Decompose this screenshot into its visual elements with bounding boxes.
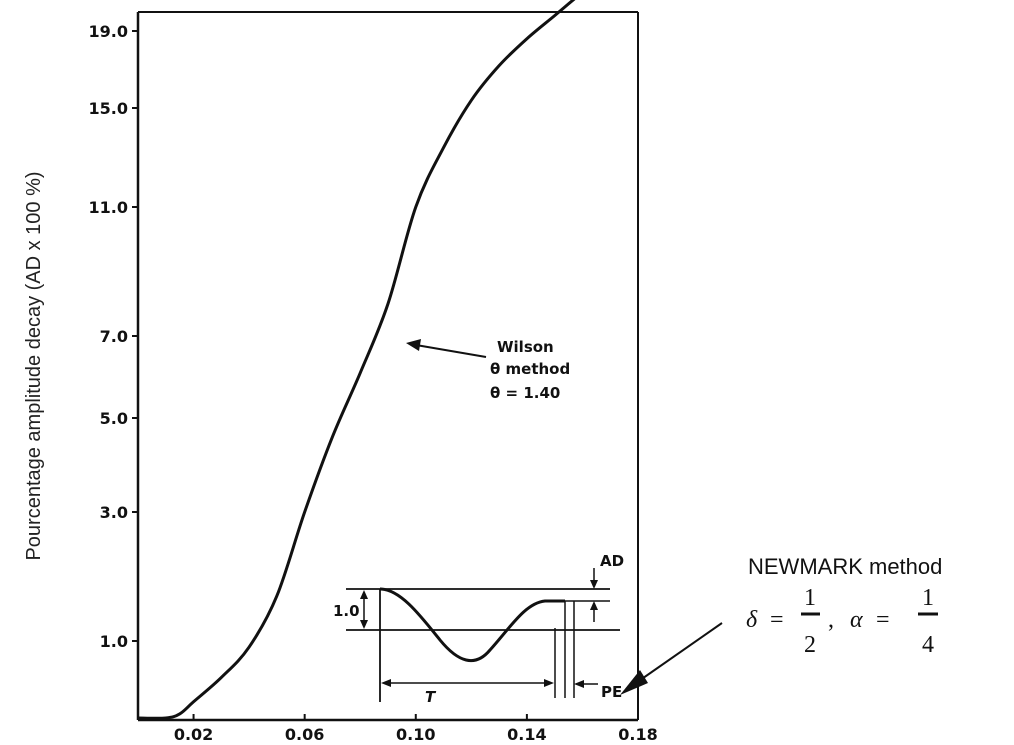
period-arrow-left <box>381 679 391 687</box>
period-arrow-right <box>544 679 554 687</box>
x-tick-label: 0.18 <box>618 725 657 744</box>
plot-frame <box>136 11 639 722</box>
delta-equals: = <box>770 607 784 633</box>
x-ticks: 0.02 0.06 0.10 0.14 0.18 <box>174 714 658 744</box>
wilson-label: Wilson <box>497 338 554 356</box>
newmark-arrow-line <box>635 622 723 684</box>
y-ticks: 1.0 3.0 5.0 7.0 11.0 15.0 19.0 <box>89 22 138 651</box>
alpha-symbol: α <box>850 607 863 633</box>
y-axis-label: Pourcentage amplitude decay (AD x 100 %) <box>23 171 45 560</box>
inset-diagram: 1.0 T AD PE <box>333 552 624 706</box>
y-tick-label: 15.0 <box>89 99 128 118</box>
wilson-arrow-line <box>415 344 487 358</box>
wilson-arrow-head <box>406 339 421 351</box>
ad-arrow-up <box>590 601 598 610</box>
pe-label: PE <box>601 683 622 701</box>
x-tick-label: 0.10 <box>396 725 435 744</box>
y-tick-label: 19.0 <box>89 22 128 41</box>
y-tick-label: 11.0 <box>89 198 128 217</box>
delta-symbol: δ <box>746 607 758 633</box>
ad-label: AD <box>600 552 624 570</box>
y-tick-label: 3.0 <box>100 503 128 522</box>
separator-comma: , <box>828 607 834 633</box>
period-label: T <box>425 688 437 706</box>
inset-wave <box>379 587 565 662</box>
alpha-denominator: 4 <box>922 632 934 658</box>
delta-numerator: 1 <box>804 585 816 611</box>
ad-arrow-down <box>590 580 598 589</box>
wilson-method-label: θ method <box>490 360 570 378</box>
y-tick-label: 1.0 <box>100 632 128 651</box>
delta-denominator: 2 <box>804 632 816 658</box>
amplitude-label: 1.0 <box>333 602 360 620</box>
wilson-annotation: Wilson θ method θ = 1.40 <box>406 338 570 402</box>
newmark-title: NEWMARK method <box>748 554 942 579</box>
pe-arrow-left <box>574 680 584 688</box>
x-tick-label: 0.02 <box>174 725 213 744</box>
x-tick-label: 0.06 <box>285 725 324 744</box>
alpha-equals: = <box>876 607 890 633</box>
newmark-arrow-head <box>620 670 648 695</box>
y-tick-label: 5.0 <box>100 409 128 428</box>
amplitude-arrow-down <box>360 620 368 629</box>
y-tick-label: 7.0 <box>100 327 128 346</box>
amplitude-arrow-up <box>360 590 368 599</box>
x-tick-label: 0.14 <box>507 725 546 744</box>
series-line-wilson <box>137 0 576 720</box>
alpha-numerator: 1 <box>922 585 934 611</box>
newmark-annotation: NEWMARK method δ = 1 2 , α = 1 4 <box>620 554 942 695</box>
wilson-theta-label: θ = 1.40 <box>490 384 560 402</box>
